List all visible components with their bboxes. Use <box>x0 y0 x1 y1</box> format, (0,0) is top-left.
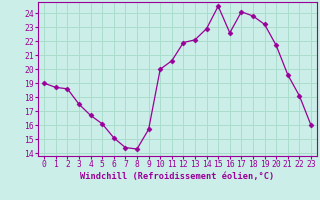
X-axis label: Windchill (Refroidissement éolien,°C): Windchill (Refroidissement éolien,°C) <box>80 172 275 181</box>
